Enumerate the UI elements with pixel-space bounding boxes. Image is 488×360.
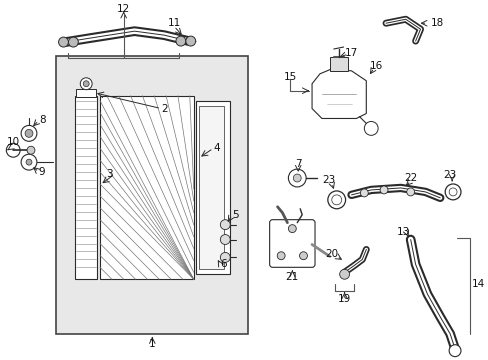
Circle shape	[299, 252, 307, 260]
Circle shape	[25, 129, 33, 137]
Circle shape	[26, 159, 32, 165]
Text: 1: 1	[149, 339, 155, 349]
Text: 23: 23	[443, 170, 456, 180]
Bar	[56, 56, 247, 334]
Circle shape	[21, 125, 37, 141]
Text: 2: 2	[161, 104, 167, 113]
Bar	[198, 105, 224, 269]
Circle shape	[220, 220, 230, 230]
Circle shape	[21, 154, 37, 170]
Text: 11: 11	[167, 18, 180, 28]
Bar	[75, 96, 97, 279]
Circle shape	[220, 252, 230, 262]
Circle shape	[448, 188, 456, 196]
Circle shape	[220, 235, 230, 244]
Bar	[329, 57, 347, 71]
Text: 13: 13	[396, 226, 409, 237]
Circle shape	[406, 188, 414, 196]
FancyBboxPatch shape	[269, 220, 314, 267]
Text: 22: 22	[403, 173, 416, 183]
Text: 3: 3	[106, 169, 113, 179]
Circle shape	[448, 345, 460, 357]
Circle shape	[339, 269, 349, 279]
Circle shape	[379, 186, 387, 194]
Text: 17: 17	[344, 48, 357, 58]
Text: 14: 14	[471, 279, 484, 289]
Circle shape	[293, 174, 301, 182]
Text: 23: 23	[322, 175, 335, 185]
Text: 10: 10	[6, 137, 20, 147]
Text: 18: 18	[429, 18, 443, 28]
Circle shape	[83, 81, 89, 87]
Polygon shape	[311, 69, 366, 118]
Text: 19: 19	[337, 294, 350, 304]
Text: 4: 4	[213, 143, 219, 153]
Circle shape	[360, 189, 367, 197]
Bar	[76, 89, 96, 96]
Circle shape	[59, 37, 68, 47]
Text: 20: 20	[325, 249, 338, 260]
Circle shape	[364, 121, 377, 135]
Circle shape	[27, 146, 35, 154]
Text: 9: 9	[39, 167, 45, 177]
Text: 6: 6	[220, 259, 226, 269]
Circle shape	[444, 184, 460, 200]
Text: 21: 21	[285, 272, 298, 282]
Circle shape	[288, 169, 305, 187]
Circle shape	[185, 36, 195, 46]
Circle shape	[327, 191, 345, 209]
Text: 8: 8	[39, 116, 45, 126]
Circle shape	[288, 225, 296, 233]
Text: 7: 7	[294, 159, 301, 169]
Circle shape	[6, 143, 20, 157]
Bar	[195, 100, 230, 274]
Circle shape	[68, 37, 78, 47]
Circle shape	[331, 195, 341, 205]
Text: 15: 15	[283, 72, 296, 82]
Text: 12: 12	[117, 4, 130, 14]
Text: 16: 16	[369, 61, 382, 71]
Circle shape	[277, 252, 285, 260]
Bar	[100, 96, 193, 279]
Circle shape	[80, 78, 92, 90]
Text: 5: 5	[231, 210, 238, 220]
Circle shape	[176, 36, 185, 46]
